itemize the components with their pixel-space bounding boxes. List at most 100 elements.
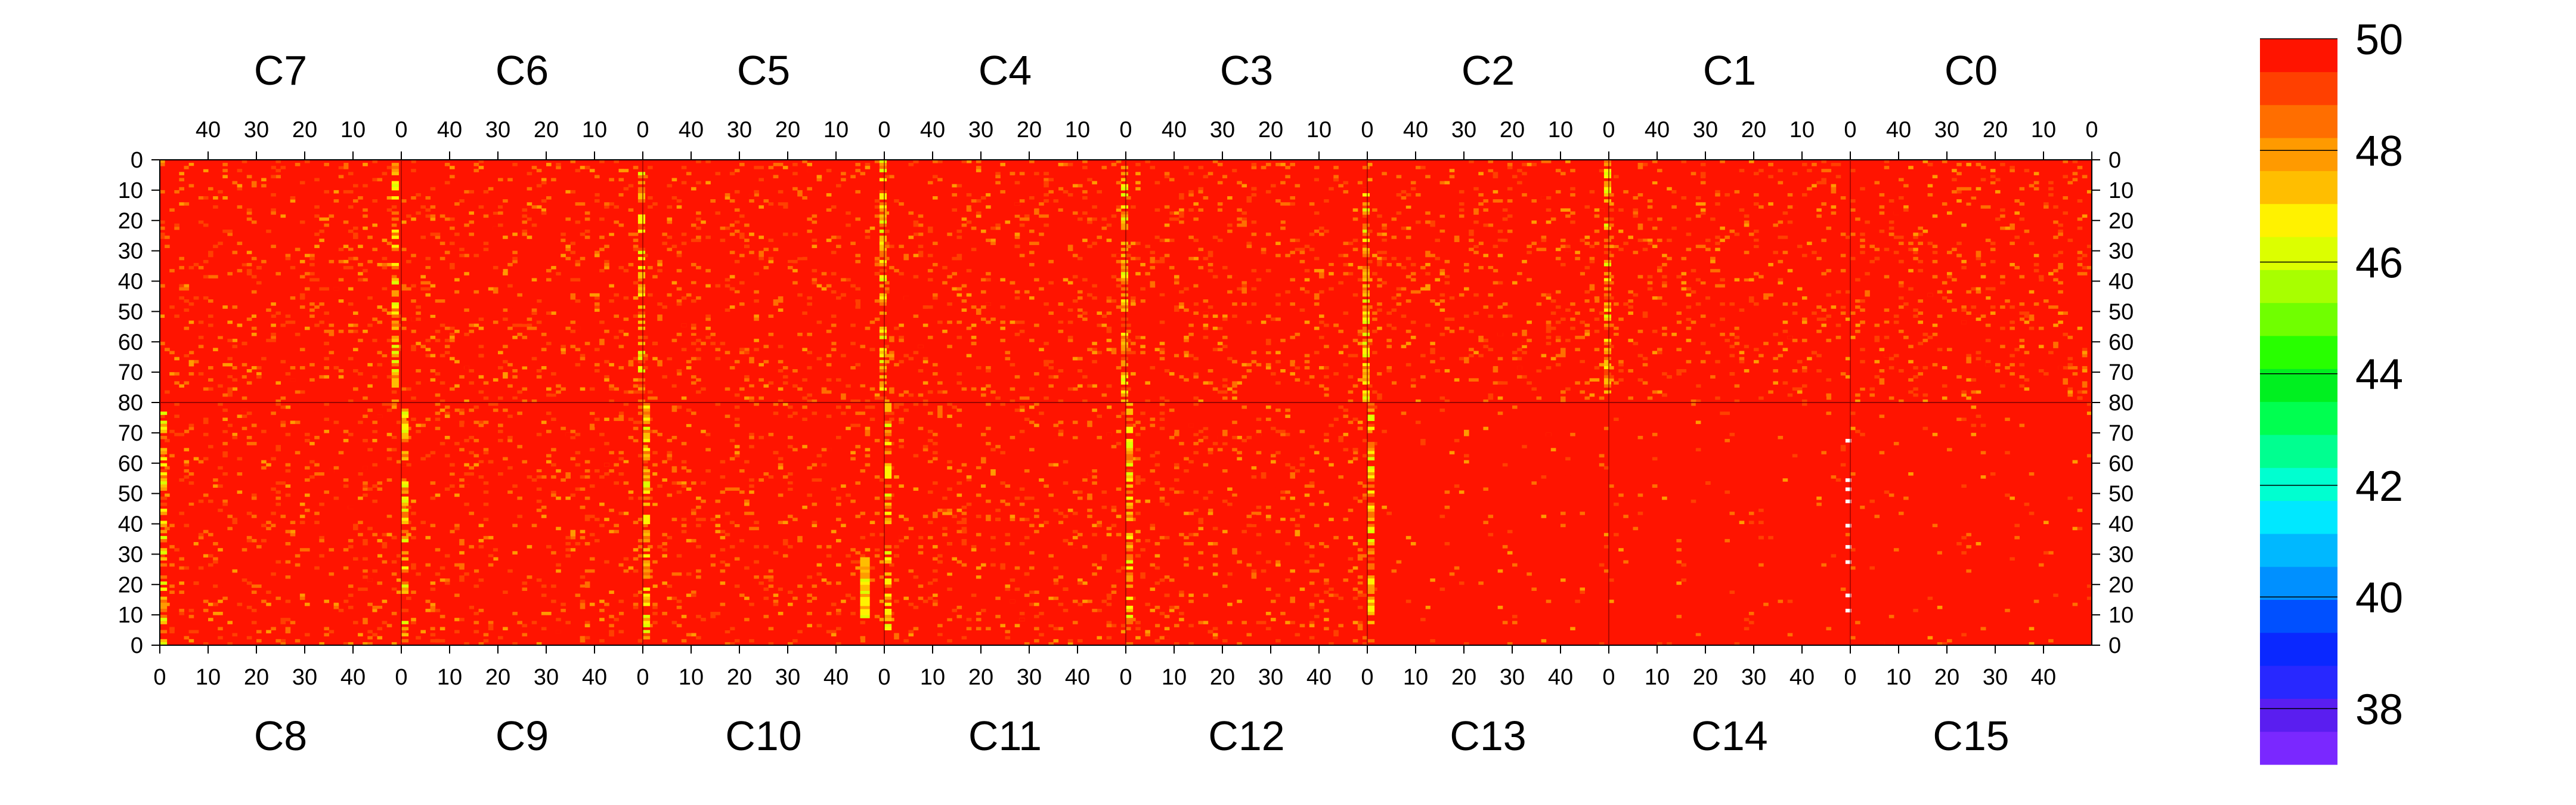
heatmap-cell bbox=[536, 369, 542, 373]
heatmap-cell bbox=[411, 512, 416, 515]
heatmap-cell bbox=[1352, 239, 1358, 242]
heatmap-cell bbox=[439, 442, 445, 445]
heatmap-cell bbox=[618, 178, 624, 182]
heatmap-cell bbox=[575, 278, 581, 281]
heatmap-cell bbox=[348, 642, 354, 646]
heatmap-cell bbox=[184, 448, 190, 451]
heatmap-cell bbox=[744, 336, 750, 339]
heatmap-cell bbox=[701, 220, 706, 224]
heatmap-cell bbox=[570, 530, 576, 534]
heatmap-cell bbox=[179, 493, 184, 497]
heatmap-cell bbox=[874, 272, 880, 275]
heatmap-cell bbox=[1309, 247, 1315, 252]
heatmap-cell bbox=[927, 390, 933, 394]
heatmap-cell bbox=[739, 538, 745, 543]
heatmap-cell bbox=[1111, 178, 1117, 182]
heatmap-cell bbox=[1010, 599, 1015, 603]
heatmap-cell bbox=[913, 535, 919, 540]
heatmap-cell bbox=[416, 484, 421, 488]
heatmap-cell bbox=[1212, 160, 1218, 163]
heatmap-cell bbox=[701, 499, 706, 503]
heatmap-cell bbox=[271, 408, 276, 412]
heatmap-cell bbox=[889, 351, 894, 355]
heatmap-cell bbox=[459, 423, 465, 428]
heatmap-cell bbox=[754, 290, 759, 294]
heatmap-cell bbox=[1058, 399, 1064, 403]
heatmap-cell bbox=[1241, 223, 1247, 227]
heatmap-cell bbox=[1314, 256, 1320, 261]
heatmap-cell bbox=[459, 618, 465, 621]
heatmap-cell bbox=[160, 512, 168, 515]
heatmap-cell bbox=[952, 184, 957, 188]
heatmap-cell bbox=[976, 466, 982, 470]
heatmap-cell bbox=[584, 166, 590, 169]
heatmap-cell bbox=[319, 239, 324, 242]
heatmap-cell bbox=[696, 405, 701, 409]
heatmap-cell bbox=[1097, 435, 1102, 439]
heatmap-cell bbox=[947, 460, 952, 464]
heatmap-cell bbox=[208, 387, 213, 391]
heatmap-cell bbox=[1116, 369, 1122, 373]
heatmap-cell bbox=[280, 360, 286, 364]
heatmap-cell bbox=[705, 469, 711, 473]
heatmap-cell bbox=[363, 184, 368, 188]
heatmap-cell bbox=[391, 314, 399, 318]
heatmap-cell bbox=[343, 390, 349, 394]
heatmap-cell bbox=[401, 630, 407, 634]
heatmap-cell bbox=[807, 296, 812, 300]
heatmap-cell bbox=[1000, 618, 1005, 621]
heatmap-cell bbox=[739, 214, 745, 218]
heatmap-cell bbox=[618, 399, 624, 403]
heatmap-cell bbox=[1154, 181, 1160, 185]
heatmap-cell bbox=[570, 435, 576, 439]
heatmap-cell bbox=[575, 451, 581, 454]
heatmap-cell bbox=[401, 220, 407, 224]
heatmap-cell bbox=[266, 602, 271, 606]
heatmap-cell bbox=[295, 639, 301, 643]
heatmap-cell bbox=[913, 253, 919, 258]
heatmap-cell bbox=[198, 266, 204, 270]
heatmap-cell bbox=[251, 326, 257, 330]
heatmap-cell bbox=[768, 314, 774, 318]
heatmap-cell bbox=[1217, 326, 1223, 330]
heatmap-cell bbox=[309, 363, 315, 367]
heatmap-cell bbox=[1319, 272, 1324, 275]
heatmap-cell bbox=[333, 602, 339, 606]
heatmap-cell bbox=[836, 405, 841, 409]
heatmap-cell bbox=[966, 502, 972, 506]
heatmap-cell bbox=[879, 259, 887, 264]
heatmap-cell bbox=[324, 311, 329, 315]
heatmap-cell bbox=[305, 548, 310, 552]
heatmap-cell bbox=[884, 451, 892, 454]
heatmap-cell bbox=[1126, 339, 1131, 342]
heatmap-cell bbox=[1029, 262, 1035, 267]
heatmap-cell bbox=[372, 439, 377, 442]
heatmap-cell bbox=[1005, 502, 1011, 506]
heatmap-cell bbox=[884, 551, 892, 555]
heatmap-cell bbox=[1338, 281, 1343, 285]
heatmap-cell bbox=[933, 569, 938, 573]
heatmap-cell bbox=[305, 432, 310, 436]
heatmap-cell bbox=[503, 272, 508, 275]
heatmap-cell bbox=[179, 608, 184, 612]
heatmap-cell bbox=[416, 305, 421, 309]
heatmap-cell bbox=[961, 538, 967, 543]
heatmap-cell bbox=[981, 278, 986, 281]
heatmap-cell bbox=[450, 226, 455, 230]
heatmap-cell bbox=[1000, 499, 1005, 503]
heatmap-cell bbox=[754, 190, 759, 194]
heatmap-cell bbox=[589, 569, 595, 573]
heatmap-cell bbox=[527, 317, 532, 321]
heatmap-cell bbox=[324, 599, 329, 603]
heatmap-cell bbox=[874, 205, 880, 209]
heatmap-cell bbox=[1314, 351, 1320, 355]
heatmap-cell bbox=[450, 484, 455, 488]
heatmap-cell bbox=[1044, 342, 1049, 345]
heatmap-cell bbox=[198, 320, 204, 324]
heatmap-cell bbox=[1024, 281, 1030, 285]
heatmap-cell bbox=[1120, 226, 1129, 230]
heatmap-cell bbox=[1039, 612, 1044, 615]
heatmap-cell bbox=[430, 602, 436, 606]
heatmap-cell bbox=[493, 226, 499, 230]
heatmap-cell bbox=[1044, 363, 1049, 367]
